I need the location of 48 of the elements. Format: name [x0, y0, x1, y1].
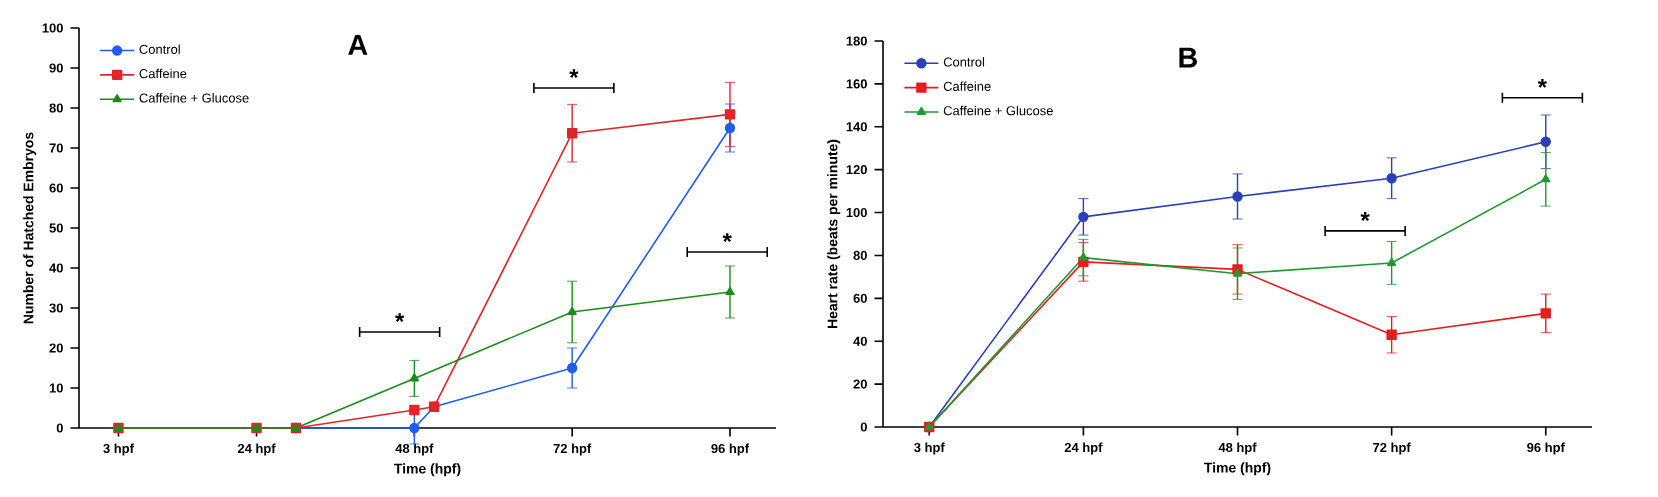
y-tick-label: 60: [49, 183, 63, 193]
annotation: *: [1360, 212, 1370, 221]
y-axis-title: Heart rate (beats per minute): [827, 139, 841, 329]
y-tick-label: 100: [42, 23, 63, 33]
y-tick-label: 20: [853, 379, 867, 389]
y-tick-label: 0: [56, 423, 63, 433]
chart-title: B: [1179, 47, 1197, 68]
x-tick-label: 24 hpf: [237, 443, 276, 456]
x-tick-label: 3 hpf: [914, 442, 945, 455]
x-axis-title: Time (hpf): [394, 463, 461, 477]
y-tick-label: 160: [846, 79, 867, 89]
y-tick-label: 80: [853, 250, 867, 261]
y-tick-label: 40: [49, 263, 63, 273]
x-axis-title: Time (hpf): [1204, 462, 1271, 476]
y-tick-label: 30: [49, 303, 63, 313]
x-tick-label: 48 hpf: [395, 443, 434, 456]
x-tick-label: 24 hpf: [1064, 442, 1103, 455]
x-tick-label: 3 hpf: [103, 443, 134, 456]
y-tick-label: 50: [49, 223, 63, 233]
y-tick-label: 40: [853, 336, 867, 346]
x-tick-label: 48 hpf: [1218, 442, 1257, 455]
y-tick-label: 20: [49, 343, 63, 353]
chart-title: A: [348, 35, 368, 55]
y-tick-label: 70: [49, 143, 63, 153]
x-tick-label: 96 hpf: [1527, 442, 1565, 455]
x-tick-label: 72 hpf: [553, 443, 592, 456]
legend-label: Caffeine: [139, 68, 187, 79]
legend-label: Caffeine: [943, 81, 991, 91]
y-axis-title: Number of Hatched Embryos: [23, 132, 37, 324]
legend-label: Control: [139, 44, 180, 54]
y-tick-label: 10: [49, 383, 63, 393]
annotation: *: [1537, 78, 1547, 88]
y-tick-label: 140: [846, 122, 867, 132]
y-tick-label: 0: [860, 422, 867, 432]
annotation: *: [722, 233, 732, 243]
y-tick-label: 90: [49, 63, 63, 73]
annotation: *: [395, 313, 405, 323]
y-tick-label: 100: [846, 207, 867, 218]
legend-label: Control: [943, 57, 985, 67]
legend-label: Caffeine + Glucose: [139, 93, 249, 103]
x-tick-label: 72 hpf: [1373, 442, 1411, 455]
y-tick-label: 60: [853, 293, 867, 303]
x-tick-label: 96 hpf: [711, 443, 750, 456]
y-tick-label: 80: [49, 103, 63, 113]
y-tick-label: 180: [846, 36, 867, 46]
legend-label: Caffeine + Glucose: [943, 105, 1053, 116]
y-tick-label: 120: [846, 165, 867, 175]
annotation: *: [569, 69, 579, 79]
